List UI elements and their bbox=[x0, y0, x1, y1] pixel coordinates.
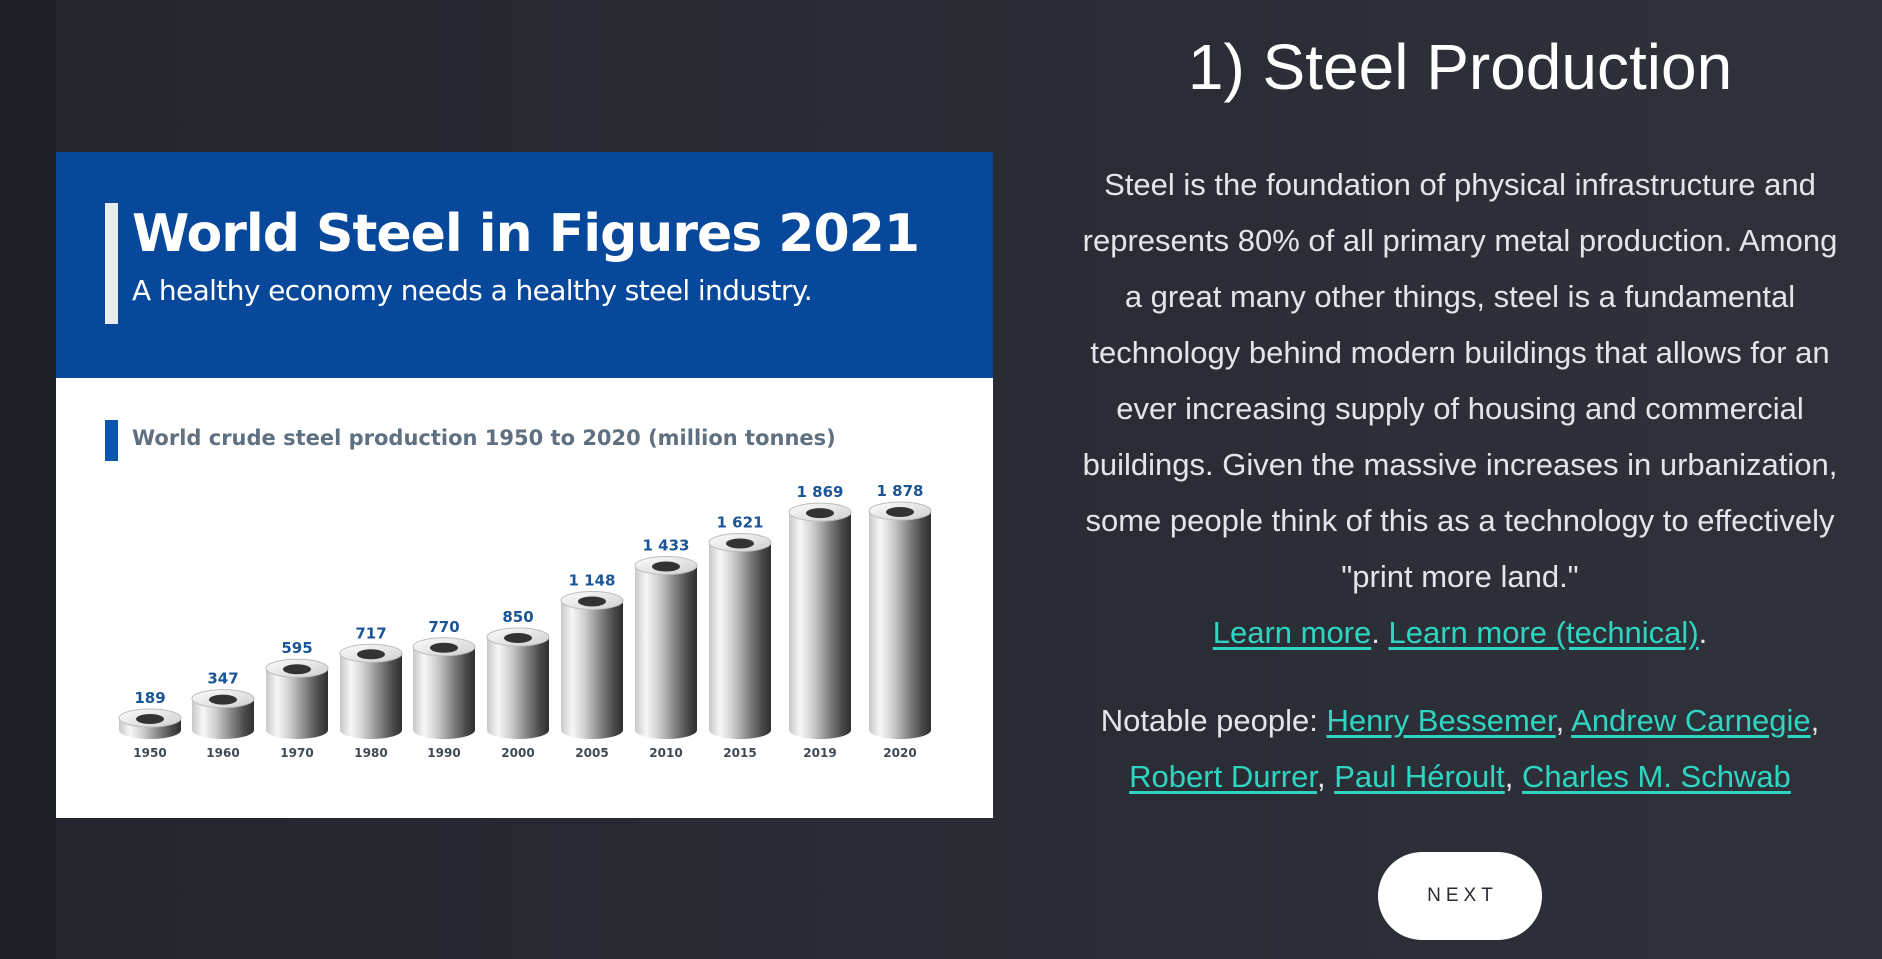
data-label-2015: 1 621 bbox=[717, 513, 764, 531]
bar-1960 bbox=[192, 698, 254, 739]
next-button[interactable]: NEXT bbox=[1378, 852, 1542, 940]
infographic-header: World Steel in Figures 2021 A healthy ec… bbox=[56, 152, 993, 378]
period-1: . bbox=[1371, 615, 1380, 650]
header-accent-bar bbox=[105, 203, 118, 324]
person-link-andrew-carnegie[interactable]: Andrew Carnegie bbox=[1571, 703, 1811, 738]
separator: , bbox=[1504, 759, 1523, 794]
bar-hole-1970 bbox=[283, 664, 311, 675]
data-label-1990: 770 bbox=[428, 618, 459, 636]
data-label-1970: 595 bbox=[281, 639, 312, 657]
bar-hole-2000 bbox=[504, 632, 532, 643]
chart-title: World crude steel production 1950 to 202… bbox=[132, 426, 836, 450]
learn-more-technical-link[interactable]: Learn more (technical) bbox=[1388, 615, 1699, 650]
bar-hole-1960 bbox=[209, 694, 237, 705]
tick-label-1980: 1980 bbox=[354, 746, 387, 760]
data-label-2020: 1 878 bbox=[877, 482, 924, 500]
tick-label-2005: 2005 bbox=[575, 746, 608, 760]
bar-hole-1950 bbox=[136, 714, 164, 724]
separator: , bbox=[1316, 759, 1335, 794]
description-paragraph: Steel is the foundation of physical infr… bbox=[1080, 157, 1840, 661]
chart-title-accent-bar bbox=[105, 420, 118, 461]
tick-label-1950: 1950 bbox=[133, 746, 166, 760]
bar-1980 bbox=[340, 653, 402, 739]
tick-label-2020: 2020 bbox=[883, 746, 916, 760]
page-title: 1) Steel Production bbox=[1187, 31, 1733, 103]
bar-hole-2020 bbox=[886, 507, 914, 517]
infographic-subtitle: A healthy economy needs a healthy steel … bbox=[132, 274, 813, 307]
tick-label-2019: 2019 bbox=[803, 746, 836, 760]
bar-hole-2005 bbox=[578, 596, 606, 607]
learn-more-link[interactable]: Learn more bbox=[1212, 615, 1372, 650]
bar-hole-2010 bbox=[652, 561, 680, 572]
separator: , bbox=[1555, 703, 1572, 738]
separator: , bbox=[1810, 703, 1820, 738]
data-label-2005: 1 148 bbox=[569, 571, 616, 589]
bar-2019 bbox=[789, 512, 851, 739]
tick-label-2010: 2010 bbox=[649, 746, 682, 760]
bar-1970 bbox=[266, 668, 328, 739]
infographic-title: World Steel in Figures 2021 bbox=[132, 204, 920, 264]
tick-label-1970: 1970 bbox=[280, 746, 313, 760]
bar-1990 bbox=[413, 646, 475, 739]
bar-2005 bbox=[561, 600, 623, 739]
data-label-1980: 717 bbox=[355, 624, 386, 642]
infographic-image: World Steel in Figures 2021 A healthy ec… bbox=[56, 152, 993, 818]
bar-hole-1980 bbox=[357, 649, 385, 660]
steel-production-chart: 189 1950 347 1960 595 1970 717 1980 770 1990 850 20… bbox=[118, 482, 932, 760]
description-text: Steel is the foundation of physical infr… bbox=[1082, 167, 1838, 594]
data-label-2010: 1 433 bbox=[643, 537, 690, 555]
data-label-2019: 1 869 bbox=[797, 483, 844, 501]
notable-people-label: Notable people: bbox=[1100, 703, 1327, 738]
bar-hole-2019 bbox=[806, 508, 834, 519]
tick-label-1990: 1990 bbox=[427, 746, 460, 760]
bar-2000 bbox=[487, 636, 549, 739]
tick-label-2000: 2000 bbox=[501, 746, 534, 760]
bar-2010 bbox=[635, 565, 697, 739]
person-link-henry-bessemer[interactable]: Henry Bessemer bbox=[1326, 703, 1556, 738]
period-2: . bbox=[1698, 615, 1708, 650]
data-label-2000: 850 bbox=[502, 608, 533, 626]
left-edge-strip bbox=[0, 0, 56, 959]
person-link-paul-heroult[interactable]: Paul Héroult bbox=[1334, 759, 1505, 794]
data-label-1960: 347 bbox=[207, 670, 238, 688]
person-link-robert-durrer[interactable]: Robert Durrer bbox=[1129, 759, 1317, 794]
tick-label-2015: 2015 bbox=[723, 746, 756, 760]
notable-people: Notable people: Henry Bessemer, Andrew C… bbox=[1080, 693, 1840, 805]
bar-hole-2015 bbox=[726, 538, 754, 549]
data-label-1950: 189 bbox=[134, 689, 165, 707]
bar-2020 bbox=[869, 511, 931, 739]
bar-2015 bbox=[709, 542, 771, 739]
bar-hole-1990 bbox=[430, 642, 458, 653]
person-link-charles-schwab[interactable]: Charles M. Schwab bbox=[1522, 759, 1791, 794]
tick-label-1960: 1960 bbox=[206, 746, 239, 760]
